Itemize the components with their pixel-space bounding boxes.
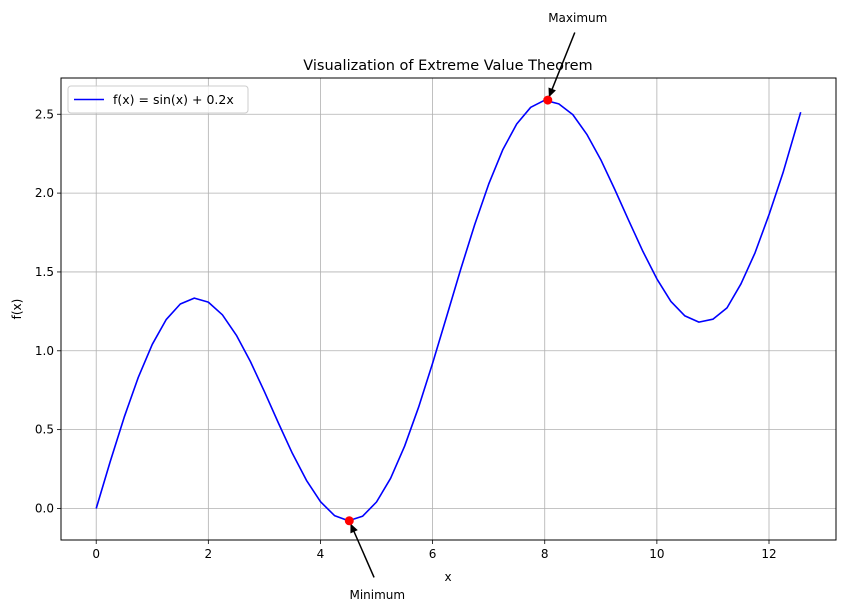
legend-box	[67, 85, 249, 114]
y-axis-label: f(x)	[10, 299, 24, 320]
x-tick-label: 0	[92, 547, 100, 561]
extreme-point-marker	[543, 95, 553, 105]
legend: f(x) = sin(x) + 0.2x	[67, 85, 249, 114]
series-line	[95, 99, 802, 522]
y-tick-label: 2.0	[35, 186, 54, 200]
annotations: Minimum Maximum	[344, 11, 607, 602]
y-tick-label: 0.0	[35, 501, 54, 515]
x-tick-label: 6	[429, 547, 437, 561]
y-tick-label: 2.5	[35, 107, 54, 121]
y-tick-label: 1.0	[35, 344, 54, 358]
x-tick-label: 8	[541, 547, 549, 561]
annotation-label: Minimum	[349, 588, 405, 602]
annotation-arrow-head	[350, 523, 358, 534]
extreme-point-marker	[344, 516, 354, 526]
grid	[61, 78, 836, 540]
annotation-arrow-line	[349, 523, 375, 578]
legend-entry-label: f(x) = sin(x) + 0.2x	[113, 92, 234, 107]
x-tick-label: 10	[649, 547, 664, 561]
series-layer	[95, 99, 802, 522]
chart-title: Visualization of Extreme Value Theorem	[303, 58, 592, 74]
x-axis-label: x	[444, 570, 451, 584]
y-tick-label: 1.5	[35, 265, 54, 279]
y-tick-label: 0.5	[35, 423, 54, 437]
plot-frame	[60, 77, 837, 541]
x-tick-label: 4	[317, 547, 325, 561]
annotation-label: Maximum	[548, 11, 607, 25]
axis-ticks: 0 2 4 6 8 10 12 0.0 0.5 1.0 1.5 2.0 2.5	[35, 107, 777, 561]
x-tick-label: 12	[761, 547, 776, 561]
annotation-arrow-head	[548, 87, 556, 98]
annotation-arrow-line	[548, 32, 576, 98]
x-tick-label: 2	[205, 547, 213, 561]
